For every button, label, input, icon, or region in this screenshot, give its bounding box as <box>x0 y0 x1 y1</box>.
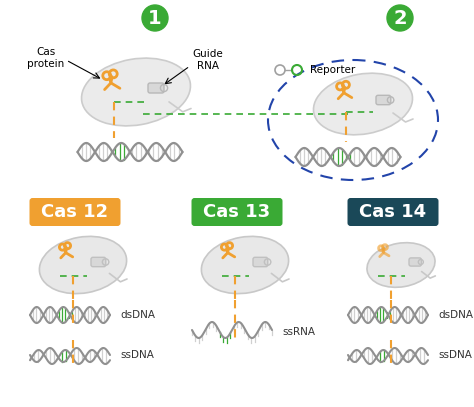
Text: Guide
RNA: Guide RNA <box>192 49 223 71</box>
Ellipse shape <box>367 243 435 287</box>
Ellipse shape <box>39 236 127 293</box>
Circle shape <box>387 5 413 31</box>
Text: Cas
protein: Cas protein <box>27 47 64 69</box>
FancyBboxPatch shape <box>191 198 283 226</box>
Text: ssRNA: ssRNA <box>282 327 315 337</box>
Text: Reporter: Reporter <box>310 65 355 75</box>
Text: 1: 1 <box>148 9 162 28</box>
Ellipse shape <box>82 58 191 126</box>
FancyBboxPatch shape <box>347 198 438 226</box>
Text: dsDNA: dsDNA <box>438 310 473 320</box>
FancyBboxPatch shape <box>91 257 106 267</box>
Text: ssDNA: ssDNA <box>120 350 154 360</box>
Ellipse shape <box>313 73 412 135</box>
Text: 2: 2 <box>393 9 407 28</box>
Text: dsDNA: dsDNA <box>120 310 155 320</box>
FancyBboxPatch shape <box>253 257 268 267</box>
Text: Cas 14: Cas 14 <box>359 203 427 221</box>
Circle shape <box>142 5 168 31</box>
Text: Cas 13: Cas 13 <box>203 203 271 221</box>
FancyBboxPatch shape <box>376 95 391 105</box>
FancyBboxPatch shape <box>29 198 120 226</box>
FancyBboxPatch shape <box>148 83 164 93</box>
FancyBboxPatch shape <box>409 258 421 266</box>
Text: Cas 12: Cas 12 <box>41 203 109 221</box>
Text: ssDNA: ssDNA <box>438 350 472 360</box>
Ellipse shape <box>201 236 289 293</box>
